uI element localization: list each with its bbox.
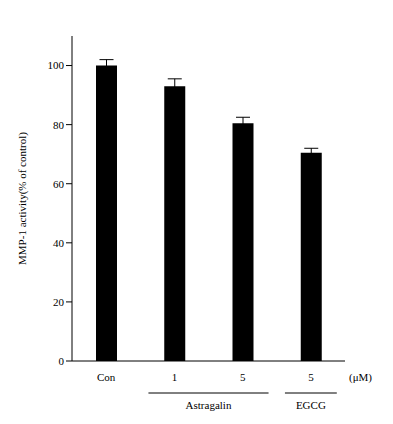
svg-text:100: 100: [48, 59, 65, 71]
svg-text:5: 5: [308, 371, 314, 383]
svg-text:MMP-1 activity(% of control): MMP-1 activity(% of control): [16, 132, 29, 265]
svg-text:1: 1: [172, 371, 178, 383]
svg-text:5: 5: [240, 371, 246, 383]
svg-text:60: 60: [53, 178, 65, 190]
svg-text:(μM): (μM): [349, 371, 372, 384]
svg-text:80: 80: [53, 119, 65, 131]
svg-text:40: 40: [53, 237, 65, 249]
svg-text:0: 0: [59, 355, 65, 367]
svg-text:EGCG: EGCG: [296, 399, 326, 411]
svg-text:20: 20: [53, 296, 65, 308]
svg-text:Con: Con: [97, 371, 116, 383]
svg-text:Astragalin: Astragalin: [186, 399, 232, 411]
